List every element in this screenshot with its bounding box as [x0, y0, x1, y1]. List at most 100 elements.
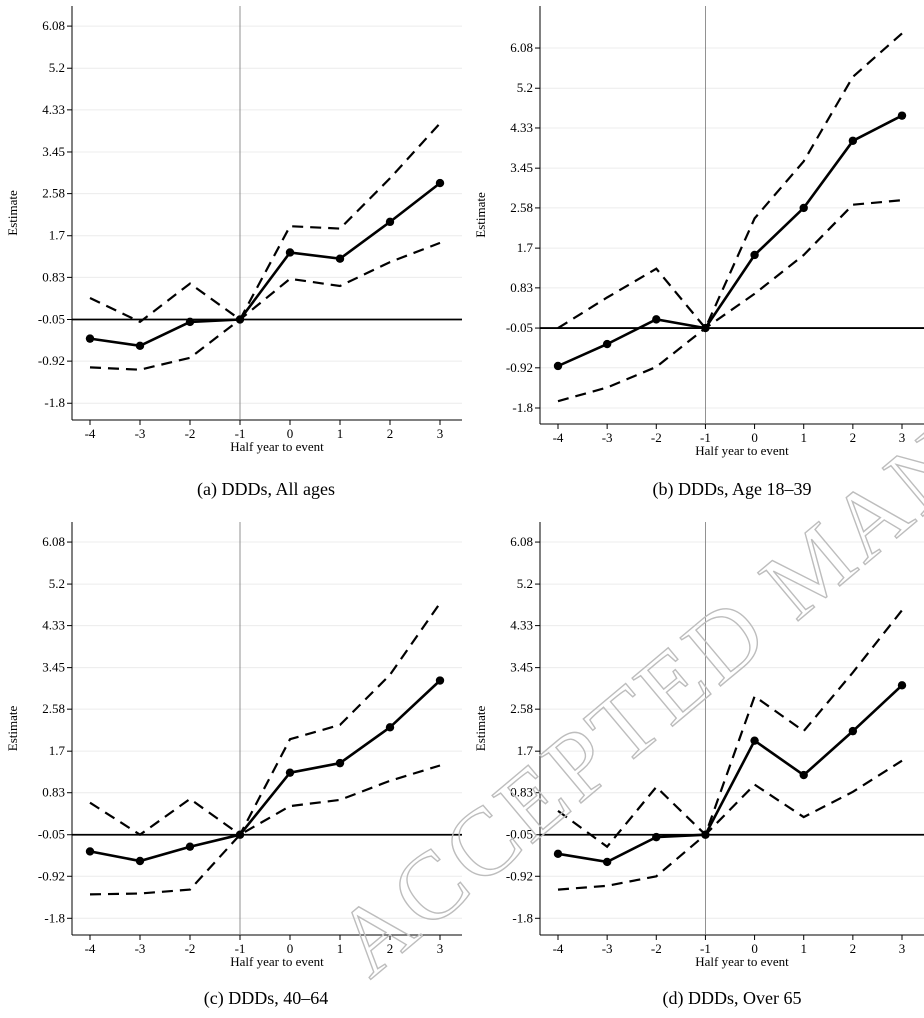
x-tick-label: -3	[135, 426, 146, 441]
y-tick-label: 2.58	[42, 701, 65, 716]
x-tick-label: 2	[850, 430, 857, 445]
x-tick-label: -1	[235, 426, 246, 441]
y-tick-label: -0.05	[38, 827, 65, 842]
y-tick-label: 3.45	[510, 660, 533, 675]
estimate-point	[652, 315, 661, 324]
y-tick-label: 6.08	[42, 534, 65, 549]
x-tick-label: 0	[287, 426, 294, 441]
ci-upper-line	[89, 602, 441, 837]
y-tick-label: -1.8	[44, 395, 65, 410]
y-tick-label: 4.33	[42, 618, 65, 633]
x-tick-label: 3	[899, 941, 906, 956]
estimate-point	[602, 339, 612, 349]
x-tick-label: -2	[185, 941, 196, 956]
y-axis-title: Estimate	[5, 190, 20, 236]
chart-panel-c: 6.08 5.2 4.33 3.45 2.58 1.7 0.83 -0.05 -0.92 -1.8…	[5, 522, 462, 1009]
y-tick-label: 1.7	[49, 228, 66, 243]
estimate-line	[557, 114, 903, 368]
x-tick-label: -3	[135, 941, 146, 956]
estimate-point	[799, 770, 808, 780]
estimate-point	[185, 317, 195, 327]
y-axis-title: Estimate	[5, 706, 20, 752]
y-tick-label: 6.08	[510, 40, 533, 55]
estimate-point	[750, 736, 759, 745]
estimate-point	[85, 847, 95, 856]
estimate-point	[285, 768, 295, 777]
estimate-point	[602, 857, 612, 867]
x-tick-label: 0	[287, 941, 294, 956]
y-tick-label: 5.2	[517, 80, 533, 95]
x-tick-label: -2	[185, 426, 196, 441]
estimate-point	[553, 849, 563, 859]
panel-caption: (c) DDDs, 40–64	[204, 988, 328, 1009]
x-axis-title: Half year to event	[695, 443, 789, 458]
x-tick-label: -3	[602, 941, 613, 956]
estimate-point	[335, 254, 345, 263]
panel-caption: (d) DDDs, Over 65	[663, 988, 802, 1009]
x-tick-label: -4	[553, 430, 564, 445]
x-tick-label: -3	[602, 430, 613, 445]
x-tick-label: -1	[700, 430, 711, 445]
estimate-line	[89, 182, 441, 348]
y-tick-label: 3.45	[42, 660, 65, 675]
estimate-point	[435, 676, 445, 685]
panel-caption: (a) DDDs, All ages	[197, 479, 335, 500]
y-tick-label: 4.33	[510, 120, 533, 135]
estimate-point	[750, 250, 759, 260]
estimate-point	[848, 726, 858, 736]
estimate-point	[553, 361, 563, 371]
x-axis-title: Half year to event	[695, 954, 789, 969]
y-axis-title: Estimate	[473, 192, 488, 238]
x-tick-label: 2	[387, 941, 394, 956]
estimate-point	[185, 842, 195, 851]
y-tick-label: -0.05	[506, 320, 533, 335]
estimate-line	[557, 684, 903, 864]
y-tick-label: 4.33	[42, 102, 65, 117]
x-tick-label: 1	[337, 426, 344, 441]
chart-panel-b: 6.08 5.2 4.33 3.45 2.58 1.7 0.83 -0.05 -0.92 -1.8…	[473, 6, 924, 500]
x-tick-label: 3	[437, 941, 444, 956]
y-tick-label: 0.83	[510, 785, 533, 800]
y-tick-label: -0.92	[38, 868, 65, 883]
estimate-point	[285, 248, 295, 257]
x-axis-title: Half year to event	[230, 954, 324, 969]
x-tick-label: -4	[85, 426, 96, 441]
x-tick-label: 1	[800, 941, 807, 956]
y-tick-label: 1.7	[517, 743, 534, 758]
y-tick-label: 1.7	[517, 240, 534, 255]
ci-upper-line	[557, 609, 903, 849]
x-tick-label: 3	[899, 430, 906, 445]
y-tick-label: 2.58	[510, 701, 533, 716]
y-tick-label: -0.05	[506, 827, 533, 842]
estimate-point	[335, 758, 345, 768]
estimate-point	[799, 203, 808, 213]
estimate-point	[385, 217, 395, 227]
x-tick-label: 1	[337, 941, 344, 956]
y-tick-label: 0.83	[42, 785, 65, 800]
x-tick-label: -4	[85, 941, 96, 956]
y-tick-label: -0.92	[506, 868, 533, 883]
watermark: ACCEPTED MANUSCRIPT	[315, 133, 924, 996]
x-axis-title: Half year to event	[230, 439, 324, 454]
estimate-point	[897, 111, 907, 120]
y-tick-label: 0.83	[510, 280, 533, 295]
y-tick-label: 5.2	[49, 576, 65, 591]
estimate-point	[897, 681, 907, 690]
y-tick-label: 1.7	[49, 743, 66, 758]
chart-panel-a: 6.08 5.2 4.33 3.45 2.58 1.7 0.83 -0.05 -0.92 -1.8…	[5, 6, 462, 500]
x-tick-label: 2	[387, 426, 394, 441]
y-tick-label: 3.45	[510, 160, 533, 175]
y-tick-label: 5.2	[517, 576, 533, 591]
panel-caption: (b) DDDs, Age 18–39	[653, 479, 812, 500]
y-tick-label: -1.8	[44, 910, 65, 925]
ci-lower-line	[557, 759, 903, 891]
estimate-point	[652, 832, 661, 842]
y-tick-label: -0.05	[38, 311, 65, 326]
y-tick-label: -1.8	[512, 400, 533, 415]
ci-upper-line	[557, 32, 903, 331]
y-axis-title: Estimate	[473, 706, 488, 752]
x-tick-label: 3	[437, 426, 444, 441]
estimate-point	[135, 341, 145, 351]
chart-panel-d: 6.08 5.2 4.33 3.45 2.58 1.7 0.83 -0.05 -0.92 -1.8…	[473, 522, 924, 1009]
